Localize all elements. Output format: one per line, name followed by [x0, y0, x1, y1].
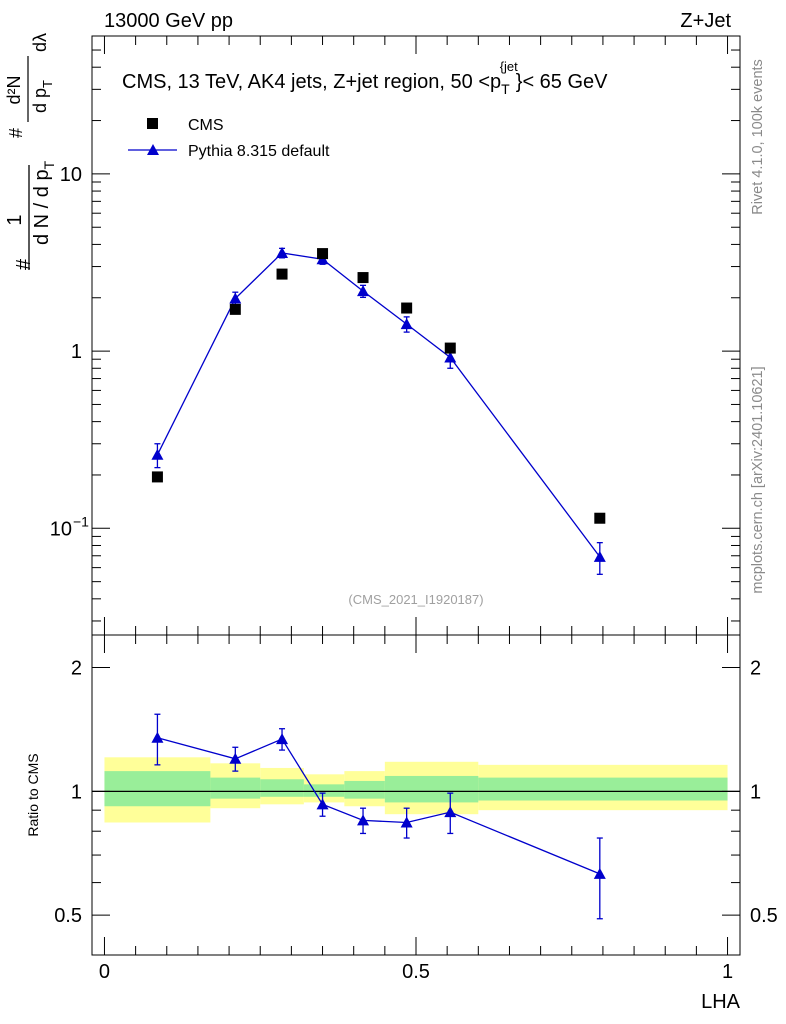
pythia-point — [151, 731, 164, 743]
ratio-ytick-label-right: 1 — [750, 781, 761, 803]
ratio-plot: 0.5 0.51 12 2 0 0.5 1 Ratio to CMS LHA — [25, 634, 778, 1013]
ratio-xtick-label: 0 — [99, 961, 110, 983]
ratio-band-inner — [384, 775, 479, 803]
ratio-band-inner — [303, 784, 345, 797]
legend-cms-label: CMS — [188, 117, 224, 134]
pythia-point — [400, 318, 413, 330]
ratio-uncertainty-bands — [104, 757, 728, 823]
ylabel-dlambda: dλ — [30, 33, 50, 52]
ylabel-frac-den: d N / d pT — [31, 160, 57, 245]
cms-point — [594, 512, 606, 524]
ratio-y-tick-labels: 0.5 0.5 1 1 2 2 — [54, 658, 778, 928]
ratio-band-inner — [260, 779, 304, 797]
pythia-point — [357, 285, 370, 297]
cms-point — [357, 272, 369, 284]
ratio-y-axis-label: Ratio to CMS — [25, 753, 41, 836]
main-x-axis-ticks — [103, 36, 729, 635]
ratio-x-tick-labels: 0 0.5 1 — [99, 961, 733, 983]
cms-point — [444, 342, 456, 354]
pythia-point — [593, 550, 606, 562]
ratio-band-inner — [478, 777, 728, 801]
legend: CMS Pythia 8.315 default — [128, 117, 330, 160]
cms-point — [229, 303, 241, 315]
ratio-x-axis-ticks — [103, 635, 729, 955]
main-ytick-label: 10 — [50, 518, 72, 540]
ratio-ytick-label-right: 0.5 — [750, 905, 778, 927]
pythia-point — [151, 448, 164, 460]
pythia-point — [276, 733, 289, 745]
pythia-point — [444, 351, 457, 363]
ylabel-hash-left: # — [13, 258, 35, 270]
ratio-y-axis-ticks — [92, 667, 740, 956]
ratio-band-inner — [104, 771, 211, 807]
cms-point — [276, 268, 288, 280]
cms-point — [401, 302, 413, 314]
pythia-point — [444, 806, 457, 818]
legend-pythia-label: Pythia 8.315 default — [188, 143, 330, 160]
ylabel-mid-hash: # — [6, 128, 26, 138]
ratio-ytick-label: 0.5 — [54, 905, 82, 927]
ratio-series — [151, 713, 606, 920]
main-ytick-label: 10 — [60, 164, 82, 186]
cms-point — [317, 248, 329, 260]
mcplots-credit-label: mcplots.cern.ch [arXiv:2401.10621] — [750, 366, 766, 593]
pythia-point — [400, 816, 413, 828]
ylabel-inner-den: d pT — [30, 80, 55, 113]
header-process: Z+Jet — [680, 10, 731, 32]
pythia-point — [316, 798, 329, 810]
pythia-point — [593, 867, 606, 879]
ratio-ytick-label: 2 — [71, 658, 82, 680]
header-energy: 13000 GeV pp — [104, 10, 233, 32]
ratio-pythia-curve — [157, 737, 601, 875]
pythia-point — [229, 292, 242, 304]
ylabel-frac-num: 1 — [4, 214, 26, 225]
plot-title: CMS, 13 TeV, AK4 jets, Z+jet region, 50 … — [122, 59, 608, 97]
ylabel-inner-num: d²N — [4, 75, 24, 104]
legend-pythia-marker — [147, 144, 159, 155]
x-axis-label: LHA — [701, 991, 741, 1013]
ratio-ytick-label-right: 2 — [750, 658, 761, 680]
ratio-ytick-label: 1 — [71, 781, 82, 803]
rivet-version-label: Rivet 4.1.0, 100k events — [750, 59, 766, 215]
main-y-axis-label: # 1 d N / d pT # d²N d pT dλ — [4, 33, 57, 270]
main-ytick-exponent: −1 — [73, 513, 89, 529]
cms-point — [151, 471, 163, 483]
pythia-curve — [156, 252, 601, 558]
main-ytick-label: 1 — [71, 341, 82, 363]
pythia-point — [276, 246, 289, 258]
legend-cms-marker — [147, 118, 158, 129]
main-series — [151, 246, 606, 575]
ratio-band-inner — [210, 777, 261, 799]
analysis-watermark: (CMS_2021_I1920187) — [348, 592, 483, 607]
pythia-point — [229, 752, 242, 764]
ratio-xtick-label: 0.5 — [402, 961, 430, 983]
pythia-point — [357, 814, 370, 826]
ratio-band-inner — [344, 780, 385, 799]
main-y-axis-ticks — [92, 35, 740, 622]
ratio-xtick-label: 1 — [722, 961, 733, 983]
